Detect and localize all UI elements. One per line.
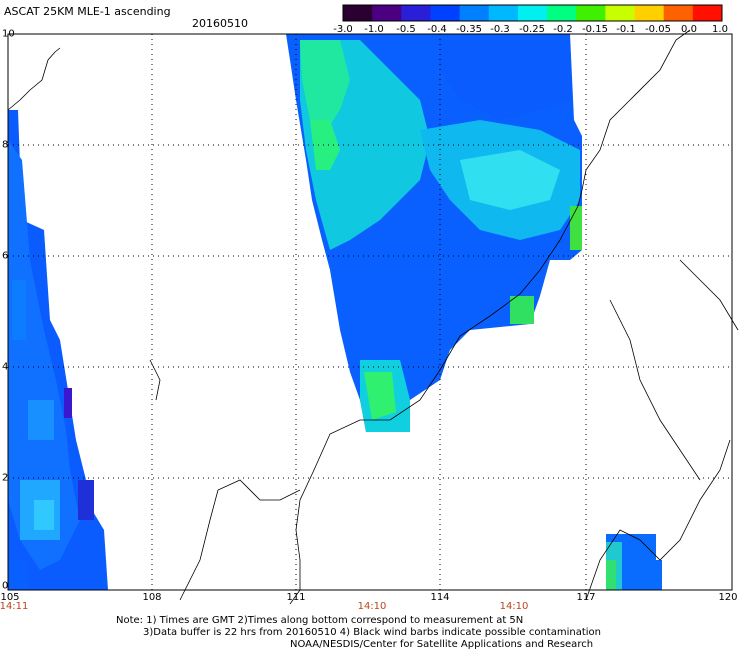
lon-tick: 120 xyxy=(718,592,738,603)
lon-tick: 105 xyxy=(0,592,20,603)
lon-tick: 108 xyxy=(142,592,162,603)
colorbar-segment xyxy=(634,5,665,21)
lat-tick: 2 xyxy=(2,472,9,484)
colorbar-segment xyxy=(517,5,548,21)
pass-time: 14:11 xyxy=(0,601,29,612)
swath-middle xyxy=(286,34,582,432)
pass-time: 14:10 xyxy=(499,601,529,612)
colorbar-segment xyxy=(605,5,636,21)
colorbar-border xyxy=(342,4,723,22)
lat-tick: 6 xyxy=(2,250,9,262)
lon-tick: 114 xyxy=(430,592,450,603)
map-title: ASCAT 25KM MLE-1 ascending xyxy=(4,5,171,18)
swath-right xyxy=(606,534,662,590)
colorbar-label: -0.15 xyxy=(582,24,608,35)
colorbar-label: -1.0 xyxy=(364,24,384,35)
colorbar-segment xyxy=(663,5,694,21)
lat-tick: 0 xyxy=(2,580,9,592)
note-line-3: NOAA/NESDIS/Center for Satellite Applica… xyxy=(290,639,594,650)
colorbar-segment xyxy=(576,5,606,21)
colorbar-label: -3.0 xyxy=(333,24,353,35)
colorbar-segment xyxy=(372,5,402,21)
colorbar-label: 1.0 xyxy=(712,24,728,35)
colorbar-label: -0.35 xyxy=(456,24,482,35)
note-line-1: Note: 1) Times are GMT 2)Times along bot… xyxy=(116,615,524,626)
colorbar-segment xyxy=(692,5,723,21)
lat-lon-grid xyxy=(8,34,732,590)
plot-frame xyxy=(7,33,733,591)
colorbar-label: -0.2 xyxy=(553,24,573,35)
colorbar-label: 0.0 xyxy=(681,24,697,35)
colorbar-segment xyxy=(343,5,373,21)
lat-tick: 8 xyxy=(2,139,9,151)
coastlines xyxy=(7,29,739,605)
colorbar-segment xyxy=(488,5,519,21)
colorbar-segment xyxy=(459,5,490,21)
colorbar-segment xyxy=(547,5,577,21)
lat-tick: 4 xyxy=(2,361,9,373)
colorbar-label: -0.25 xyxy=(519,24,545,35)
colorbar-segment xyxy=(430,5,461,21)
map-date: 20160510 xyxy=(192,17,248,30)
lat-tick: 10 xyxy=(2,28,15,40)
colorbar-label: -0.05 xyxy=(645,24,671,35)
colorbar-label: -0.4 xyxy=(427,24,447,35)
pass-time: 14:10 xyxy=(357,601,387,612)
swath-left xyxy=(8,110,108,590)
colorbar-label: -0.5 xyxy=(396,24,416,35)
colorbar-label: -0.3 xyxy=(490,24,510,35)
note-line-2: 3)Data buffer is 22 hrs from 20160510 4)… xyxy=(143,627,601,638)
colorbar-segment xyxy=(401,5,431,21)
colorbar-label: -0.1 xyxy=(616,24,636,35)
lon-tick: 117 xyxy=(576,592,596,603)
lon-tick: 111 xyxy=(286,592,306,603)
colorbar xyxy=(342,4,723,22)
